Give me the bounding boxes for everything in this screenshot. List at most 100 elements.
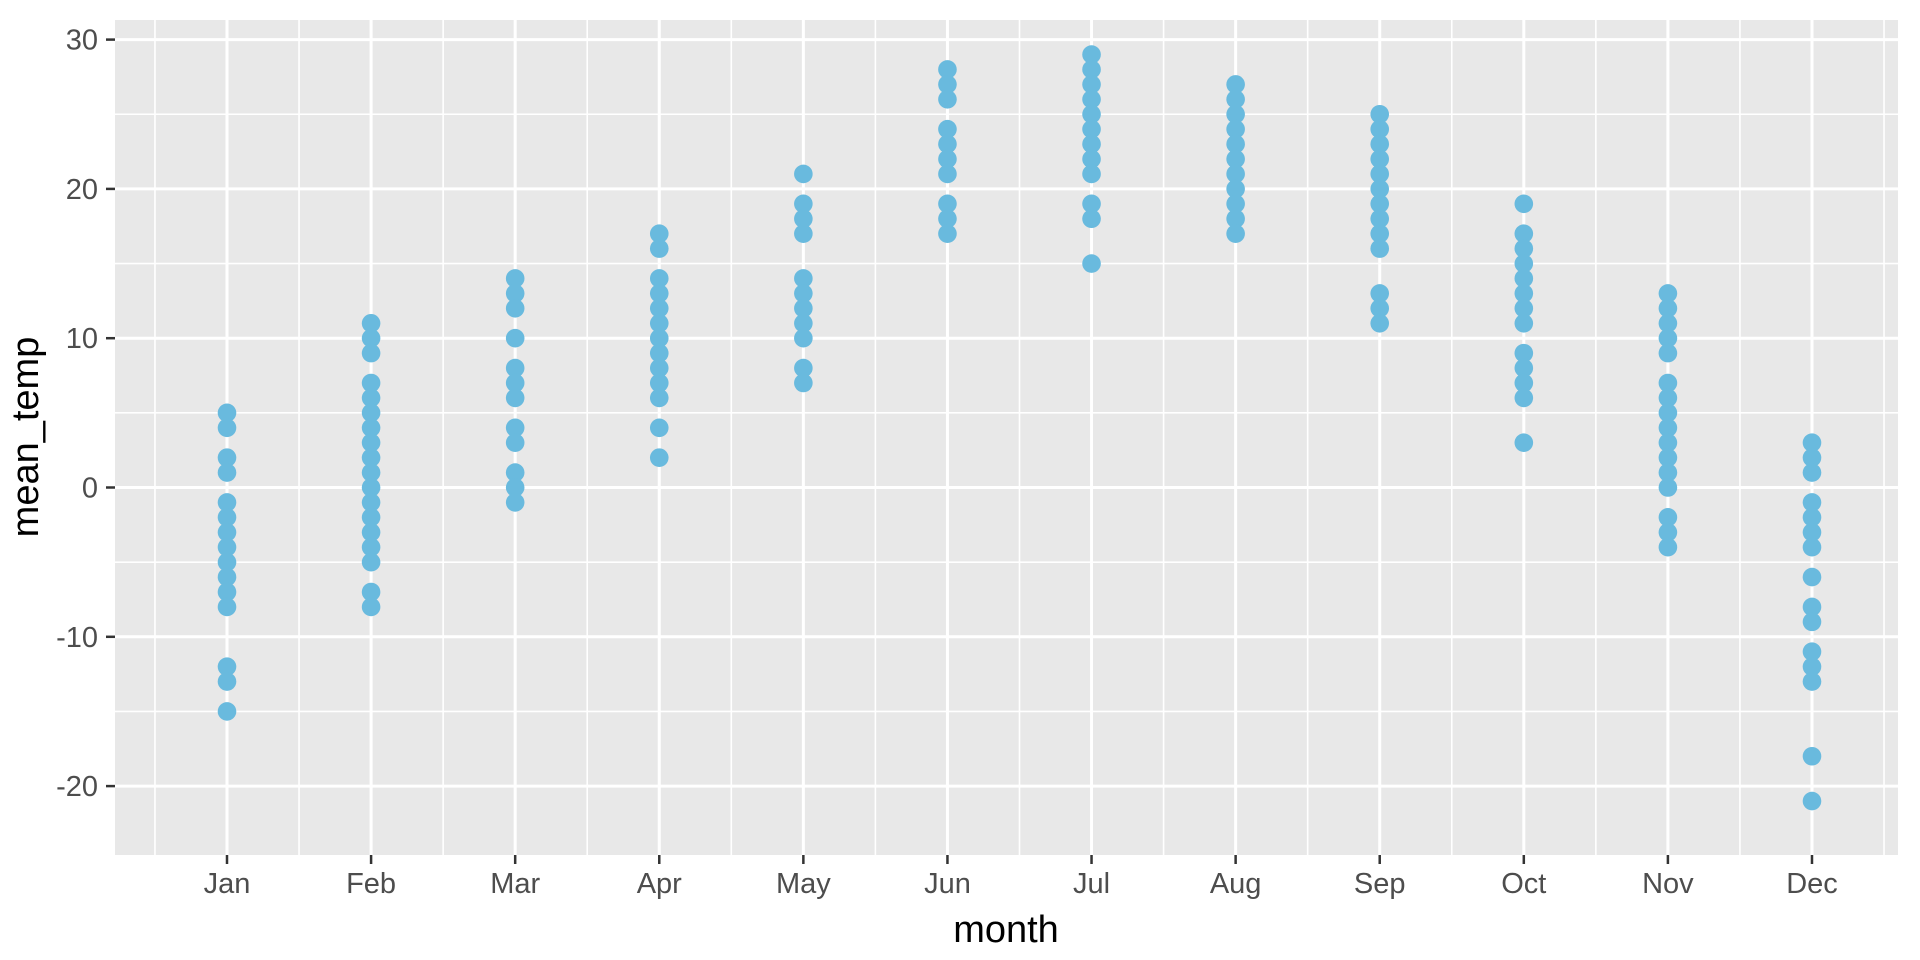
data-point [938, 164, 957, 184]
data-point [1370, 284, 1390, 303]
data-point [649, 418, 669, 438]
data-point [1082, 45, 1101, 64]
y-tick-label: 30 [66, 25, 98, 57]
data-point [938, 134, 957, 154]
data-point [361, 373, 381, 393]
data-point [217, 597, 237, 617]
data-point [938, 90, 957, 109]
data-point [649, 299, 669, 318]
data-point [794, 164, 813, 184]
data-point [1658, 313, 1678, 333]
data-point [361, 552, 381, 572]
data-point [1514, 358, 1534, 378]
data-point [1226, 75, 1245, 94]
data-point [1514, 373, 1534, 393]
data-point [794, 269, 813, 288]
data-point [649, 269, 669, 288]
data-point [1802, 522, 1822, 542]
data-point [217, 702, 237, 721]
data-point [938, 209, 957, 229]
plot-panel [115, 20, 1898, 855]
data-point [1226, 149, 1245, 169]
data-point [794, 209, 813, 229]
data-point [505, 478, 525, 497]
data-point [361, 388, 381, 408]
data-point [794, 194, 813, 214]
data-point [1082, 90, 1101, 109]
data-point [1370, 209, 1390, 229]
data-point [505, 493, 525, 512]
data-point [794, 373, 813, 393]
data-point [1658, 343, 1678, 363]
data-point [1658, 418, 1678, 438]
data-point [1658, 478, 1678, 497]
y-tick-label: 0 [82, 473, 98, 505]
data-point [1802, 612, 1822, 632]
data-point [1226, 134, 1245, 154]
data-point [1226, 194, 1245, 214]
data-point [361, 433, 381, 453]
x-tick-label: Jan [204, 868, 251, 900]
y-axis-title: mean_temp [5, 337, 47, 538]
axis-tick-marks [106, 38, 1814, 864]
data-point [361, 328, 381, 348]
data-point [1658, 284, 1678, 303]
data-point [1802, 746, 1822, 766]
data-point [1370, 134, 1390, 154]
data-point [1370, 179, 1390, 199]
data-point [1514, 284, 1534, 303]
x-tick-label: Dec [1786, 868, 1838, 900]
data-point [1226, 179, 1245, 199]
data-point [505, 269, 525, 288]
data-point [1514, 433, 1534, 453]
data-point [361, 343, 381, 363]
x-tick-label: May [776, 868, 831, 900]
data-point [505, 418, 525, 438]
data-point [1658, 388, 1678, 408]
data-point [361, 313, 381, 333]
data-point [1370, 164, 1390, 184]
data-point [217, 448, 237, 467]
y-tick-label: -10 [56, 622, 98, 654]
data-point [505, 388, 525, 408]
data-point [1082, 134, 1101, 154]
data-point [1082, 149, 1101, 169]
data-point [1802, 657, 1822, 676]
x-tick-label: Mar [490, 868, 540, 900]
data-point [1226, 164, 1245, 184]
gridlines-minor [115, 20, 1898, 855]
data-point [361, 597, 381, 617]
data-point [1082, 60, 1101, 79]
data-point [649, 343, 669, 363]
data-point [794, 284, 813, 303]
data-point [361, 508, 381, 527]
data-point [1802, 448, 1822, 467]
data-point [1370, 313, 1390, 333]
data-point [1658, 522, 1678, 542]
x-tick-label: Apr [637, 868, 682, 900]
data-points [217, 45, 1822, 811]
data-point [794, 313, 813, 333]
data-point [1802, 463, 1822, 482]
data-point [1802, 567, 1822, 587]
x-tick-label: Oct [1501, 868, 1546, 900]
data-point [1658, 433, 1678, 453]
data-point [505, 373, 525, 393]
axis-tick-labels: 30 20 10 0 -10 -20 Jan Feb Mar Apr May Jun Jul Aug Sep… [56, 25, 1838, 900]
data-point [794, 358, 813, 378]
data-point [1514, 299, 1534, 318]
data-point [217, 582, 237, 602]
data-point [1082, 209, 1101, 229]
data-point [1802, 433, 1822, 453]
data-point [1658, 508, 1678, 527]
data-point [361, 418, 381, 438]
data-point [217, 537, 237, 557]
y-tick-label: -20 [56, 771, 98, 803]
data-point [217, 522, 237, 542]
data-point [505, 284, 525, 303]
data-point [217, 508, 237, 527]
data-point [1370, 149, 1390, 169]
data-point [217, 463, 237, 482]
